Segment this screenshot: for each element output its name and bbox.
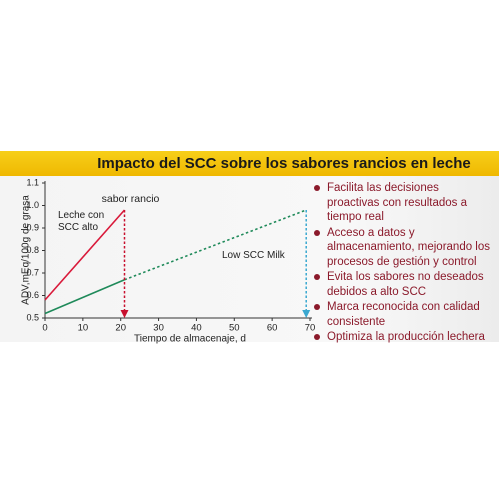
line-segment [124, 209, 307, 281]
x-tick-label: 0 [42, 323, 47, 334]
y-tick-label: 1.0 [26, 200, 39, 210]
y-tick-label: 1.1 [26, 177, 39, 187]
bullet-item: Facilita las decisiones proactivas con r… [312, 181, 494, 225]
line-segment [44, 209, 126, 301]
bullet-item: Optimiza la producción lechera [312, 330, 494, 345]
x-tick-label: 30 [153, 323, 164, 334]
marker-arrow [302, 310, 311, 318]
y-tick-label: 0.9 [26, 222, 39, 232]
chart-title: Impacto del SCC sobre los sabores rancio… [97, 155, 470, 172]
x-tick-label: 50 [229, 323, 240, 334]
bullet-list: Facilita las decisiones proactivas con r… [312, 181, 494, 346]
x-axis-label: Tiempo de almacenaje, d [134, 334, 246, 345]
x-tick-label: 70 [305, 323, 316, 334]
y-tick-label: 0.8 [26, 245, 39, 255]
series-label: Leche con SCC alto [58, 210, 105, 233]
panel [0, 176, 499, 342]
line-segment [44, 279, 125, 315]
bullet-item: Marca reconocida con calidad consistente [312, 300, 494, 329]
x-tick-label: 40 [191, 323, 202, 334]
x-tick-label: 20 [115, 323, 126, 334]
y-tick-label: 0.5 [26, 312, 39, 322]
title-band [0, 151, 499, 176]
marker-arrow [120, 310, 129, 318]
bullet-item: Evita los sabores no deseados debidos a … [312, 270, 494, 299]
x-tick-label: 60 [267, 323, 278, 334]
x-tick-label: 10 [78, 323, 89, 334]
series-label: Low SCC Milk [222, 250, 285, 261]
annotation: sabor rancio [102, 193, 160, 205]
bullet-item: Acceso a datos y almacenamiento, mejoran… [312, 226, 494, 270]
y-axis-label: ADV,mEq/100g de grasa [21, 195, 32, 305]
y-tick-label: 0.6 [26, 290, 39, 300]
y-tick-label: 0.7 [26, 267, 39, 277]
